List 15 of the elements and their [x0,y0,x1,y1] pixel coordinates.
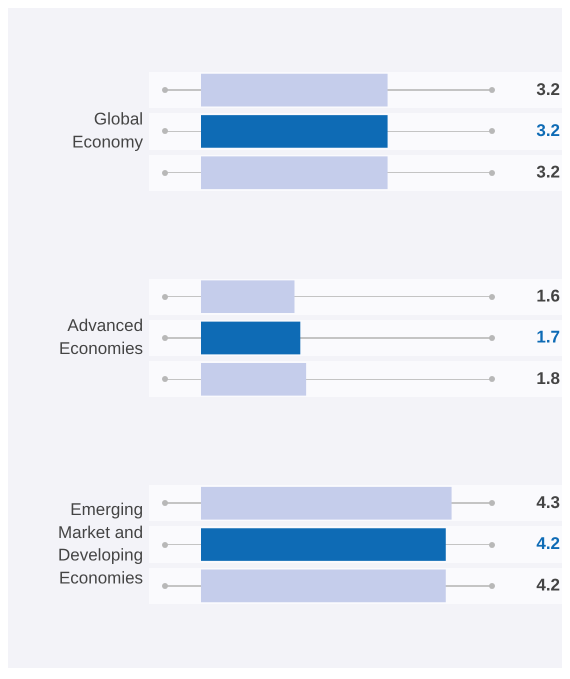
y-tick-label: Global Economy [72,110,144,152]
data-label: 4.2 [536,534,560,554]
bar [201,322,300,354]
y-tick-label: Emerging Market and Developing Economies [58,500,144,588]
data-label: 1.7 [536,328,560,347]
data-label: 4.2 [536,576,560,595]
data-label: 4.3 [536,492,560,512]
data-label: 3.2 [536,162,560,182]
data-label: 3.2 [536,80,560,99]
y-tick-label: Advanced Economies [58,316,144,358]
data-label: 1.6 [536,286,560,306]
data-label: 1.8 [536,369,560,388]
bar [201,280,294,314]
bar [201,362,306,396]
data-label: 3.2 [536,121,560,140]
